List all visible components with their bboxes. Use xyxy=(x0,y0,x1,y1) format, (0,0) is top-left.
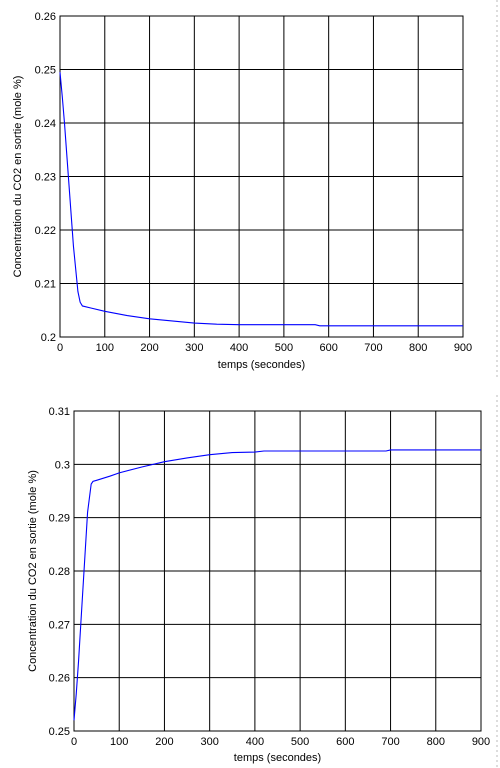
chart-1-ytick-label: 0.28 xyxy=(49,566,70,578)
chart-1-xlabel: temps (secondes) xyxy=(234,752,321,764)
chart-bottom-svg: 0 100 200 300 400 500 600 700 800 900 0.25 0.26 0.27… xyxy=(27,395,498,768)
chart-0-xtick-label: 0 xyxy=(57,342,63,354)
chart-1-frame xyxy=(73,410,482,732)
chart-1-xtick-label: 700 xyxy=(381,736,399,748)
chart-0-ytick-label: 0.25 xyxy=(35,65,56,77)
chart-0-series-line xyxy=(59,72,463,327)
chart-1-series-line xyxy=(73,449,481,721)
chart-0-xtick-label: 100 xyxy=(96,342,114,354)
chart-0-xtick-label: 900 xyxy=(454,342,472,354)
chart-0-ytick-label: 0.21 xyxy=(35,279,56,291)
chart-1-xtick-label: 500 xyxy=(291,736,309,748)
chart-1-xtick-label: 0 xyxy=(71,736,77,748)
chart-1-ytick-label: 0.25 xyxy=(49,726,70,738)
chart-0-xtick-label: 300 xyxy=(185,342,203,354)
chart-0-xtick-label: 600 xyxy=(319,342,337,354)
chart-0-xtick-label: 700 xyxy=(364,342,382,354)
chart-0-ytick-label: 0.2 xyxy=(41,332,56,344)
chart-1-xtick-label: 300 xyxy=(200,736,218,748)
chart-bottom: 0 100 200 300 400 500 600 700 800 900 0.25 0.26 0.27… xyxy=(0,395,500,768)
chart-0-xtick-label: 800 xyxy=(409,342,427,354)
chart-1-xtick-label: 900 xyxy=(472,736,490,748)
chart-top: 0 100 200 300 400 500 600 700 800 900 0.2 0.21 0.22 0… xyxy=(0,0,500,380)
chart-0-xlabel: temps (secondes) xyxy=(218,359,305,371)
chart-0-xtick-label: 400 xyxy=(230,342,248,354)
chart-0-ytick-label: 0.26 xyxy=(35,11,56,23)
chart-1-xtick-label: 800 xyxy=(427,736,445,748)
chart-1-ytick-label: 0.27 xyxy=(49,619,70,631)
chart-1-ytick-label: 0.3 xyxy=(55,459,70,471)
chart-0-ytick-label: 0.22 xyxy=(35,225,56,237)
chart-0-xtick-label: 500 xyxy=(275,342,293,354)
chart-1-xtick-label: 100 xyxy=(110,736,128,748)
chart-0-ylabel: Concentration du CO2 en sortie (mole %) xyxy=(12,76,24,278)
chart-1-xtick-label: 600 xyxy=(336,736,354,748)
chart-1-ytick-label: 0.29 xyxy=(49,513,70,525)
chart-1-ytick-label: 0.31 xyxy=(49,406,70,418)
chart-0-ytick-label: 0.23 xyxy=(35,172,56,184)
chart-0-xtick-label: 200 xyxy=(140,342,158,354)
chart-1-ylabel: Concentration du CO2 en sortie (mole %) xyxy=(27,470,39,672)
chart-top-svg: 0 100 200 300 400 500 600 700 800 900 0.2 0.21 0.22 0… xyxy=(12,0,498,380)
chart-1-xtick-label: 200 xyxy=(155,736,173,748)
chart-0-ytick-label: 0.24 xyxy=(35,118,56,130)
chart-1-xtick-label: 400 xyxy=(246,736,264,748)
chart-1-ytick-label: 0.26 xyxy=(49,673,70,685)
chart-0-frame xyxy=(59,15,464,338)
